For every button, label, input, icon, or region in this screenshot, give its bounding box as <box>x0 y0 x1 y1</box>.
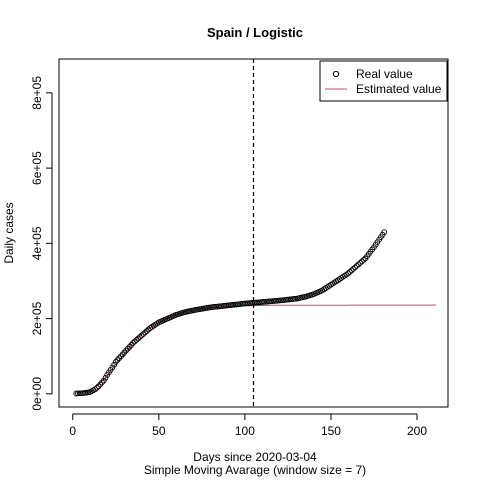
series-real-value-point <box>353 263 360 269</box>
y-tick-label: 6e+05 <box>30 151 44 185</box>
series-real-value-point <box>357 260 364 266</box>
series-real-value-point <box>138 332 145 339</box>
series-real-value-point <box>355 261 362 268</box>
series-real-value-point <box>142 329 148 336</box>
x-tick-label: 50 <box>152 424 166 438</box>
series-real-value-point <box>348 267 355 274</box>
series-real-value-point <box>94 384 100 391</box>
y-tick-label: 8e+05 <box>30 76 44 110</box>
legend-box <box>319 60 448 102</box>
series-real-value-point <box>381 229 388 235</box>
x-tick-label: 0 <box>69 424 76 438</box>
chart-title: Spain / Logistic <box>207 25 303 40</box>
x-axis-subtitle: Simple Moving Avarage (window size = 7) <box>144 463 366 477</box>
series-real-value-point <box>100 377 107 384</box>
series-real-value-point <box>111 361 117 368</box>
series-real-value-point <box>352 264 358 271</box>
series-real-value-point <box>360 257 367 263</box>
x-tick-label: 100 <box>235 424 255 438</box>
y-tick-label: 0e+00 <box>30 377 44 411</box>
series-real-value-point <box>135 335 142 342</box>
series-real-value-point <box>350 266 357 272</box>
legend-real-value-marker <box>332 70 340 78</box>
plot-area <box>73 59 436 407</box>
y-tick-label: 4e+05 <box>30 226 44 260</box>
series-real-value-point <box>131 338 138 345</box>
legend: Real value Estimated value <box>319 60 448 102</box>
x-tick-label: 200 <box>407 424 427 438</box>
legend-estimated-value-label: Estimated value <box>356 82 442 96</box>
series-real-value-point <box>102 374 109 381</box>
series-real-value-point <box>345 270 352 277</box>
legend-real-value-label: Real value <box>356 67 413 81</box>
series-real-value-point <box>359 258 365 265</box>
series-real-value-point <box>133 337 140 343</box>
series-real-value-point <box>92 386 98 393</box>
series-real-value-point <box>347 269 353 275</box>
x-axis-label: Days since 2020-03-04 <box>193 450 317 464</box>
series-real-value-point <box>143 328 150 334</box>
y-axis: 0e+00 2e+05 4e+05 6e+05 8e+05 <box>30 76 53 411</box>
series-real-value-point <box>140 331 147 337</box>
series-real-value-point <box>121 349 128 356</box>
series-real-value-point <box>109 364 116 371</box>
x-axis: 0 50 100 150 200 <box>69 413 427 438</box>
plot-frame <box>58 58 449 408</box>
y-tick-label: 2e+05 <box>30 301 44 335</box>
x-tick-label: 150 <box>321 424 341 438</box>
series-real-value-point <box>130 340 136 346</box>
y-axis-label: Daily cases <box>2 202 16 263</box>
series-real-value-point <box>99 379 105 386</box>
series-real-value-point <box>137 334 143 340</box>
